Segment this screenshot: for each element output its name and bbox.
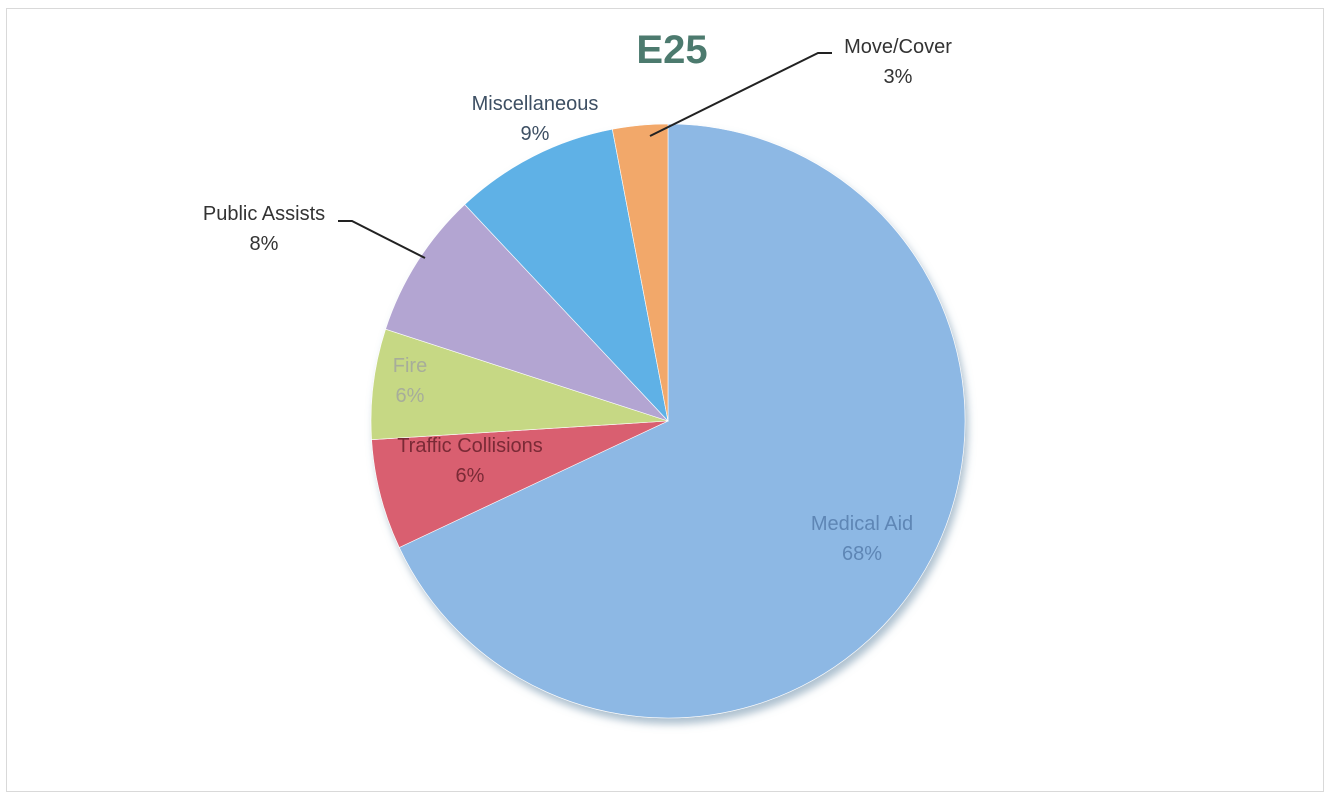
data-label-name: Fire bbox=[393, 355, 427, 377]
data-label-percent: 3% bbox=[884, 66, 913, 88]
data-label-name: Traffic Collisions bbox=[397, 435, 543, 457]
data-label-percent: 9% bbox=[521, 123, 550, 145]
data-label-percent: 6% bbox=[396, 385, 425, 407]
data-label-name: Move/Cover bbox=[844, 36, 952, 58]
data-label-percent: 6% bbox=[456, 465, 485, 487]
pie-slice-medical-aid bbox=[398, 123, 966, 719]
leader-line bbox=[649, 52, 832, 137]
data-label-percent: 8% bbox=[250, 233, 279, 255]
pie-slice-public-assists bbox=[385, 204, 669, 422]
chart-title: E25 bbox=[636, 28, 707, 72]
data-label-name: Public Assists bbox=[203, 203, 325, 225]
pie-slice-move-cover bbox=[611, 123, 669, 422]
pie-slice-miscellaneous bbox=[464, 128, 669, 422]
data-label-percent: 68% bbox=[842, 543, 882, 565]
data-label-name: Miscellaneous bbox=[472, 93, 599, 115]
data-label-name: Medical Aid bbox=[811, 513, 913, 535]
leader-line bbox=[338, 220, 426, 259]
